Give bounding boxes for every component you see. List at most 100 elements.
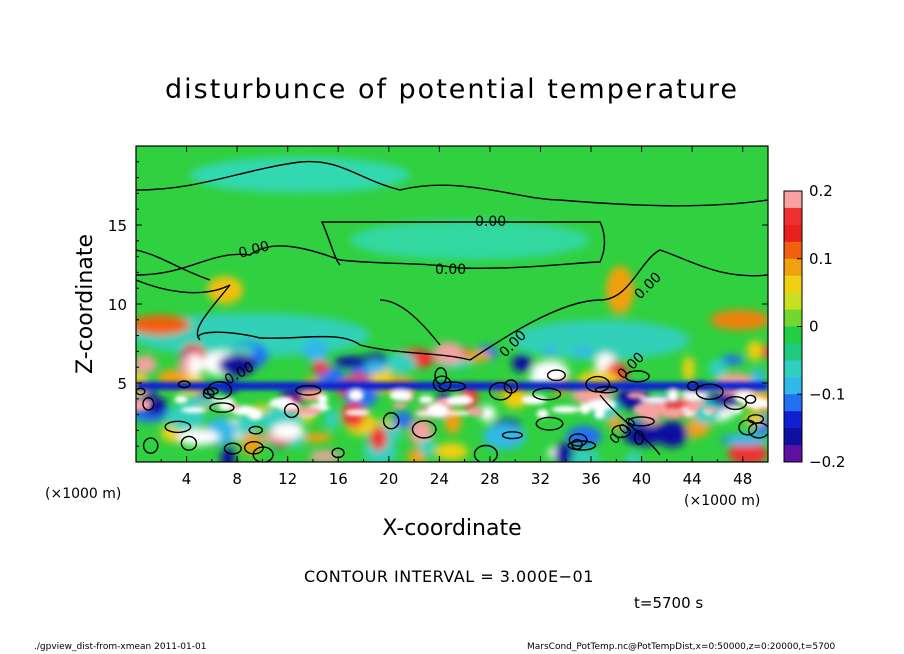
- contour-cell: [546, 369, 566, 382]
- field-patch: [181, 406, 206, 413]
- contour-cell: [503, 379, 519, 394]
- contour-lines: [136, 160, 768, 462]
- colorbar-tick-label: 0: [809, 318, 819, 336]
- x-tick-label: 4: [182, 470, 192, 488]
- colorbar-tick-label: −0.2: [809, 453, 845, 471]
- field-patch: [625, 452, 642, 462]
- contour-cell: [248, 425, 264, 435]
- field-patch: [760, 345, 768, 358]
- field-patch: [418, 395, 434, 404]
- field-patch: [136, 315, 190, 335]
- zero-contour: [136, 249, 211, 281]
- field-patch: [728, 442, 768, 462]
- contour-cell: [532, 387, 562, 401]
- field-patch: [551, 406, 580, 413]
- field-patch: [136, 399, 156, 404]
- field-patch: [309, 450, 341, 462]
- field-patch: [391, 403, 407, 409]
- field-patch: [189, 353, 202, 377]
- z-axis: 5 10 15: [108, 161, 768, 447]
- contour-cell: [202, 388, 215, 400]
- zero-contour: [136, 160, 768, 207]
- field-patch: [510, 320, 690, 360]
- field-patch: [554, 442, 573, 462]
- colorbar-swatch: [784, 207, 802, 226]
- contour-label: 0.00: [475, 214, 506, 230]
- contour-cell: [488, 382, 513, 401]
- field-patch: [414, 411, 439, 416]
- colorbar-tick-label: −0.1: [809, 385, 845, 403]
- field-patch: [389, 389, 412, 401]
- field-patch: [682, 356, 695, 382]
- footer-right: MarsCond_PotTemp.nc@PotTempDist,x=0:5000…: [527, 642, 836, 652]
- field-patch: [720, 355, 744, 365]
- field-patch: [433, 342, 464, 365]
- colorbar-swatch: [784, 360, 802, 378]
- contour-cell: [747, 414, 765, 424]
- colorbar-swatch: [784, 428, 802, 446]
- field-patch: [236, 413, 258, 438]
- x-unit-right: (×1000 m): [684, 493, 760, 509]
- field-patch: [419, 437, 435, 456]
- contour-cell: [142, 397, 155, 411]
- x-tick-label: 24: [430, 470, 449, 488]
- zero-contour: [136, 279, 471, 361]
- field-patch: [190, 157, 410, 193]
- colorbar-swatch: [784, 309, 802, 327]
- z-tick-label: 15: [108, 217, 127, 235]
- zero-contour: [136, 221, 606, 276]
- colorbar: 0.2 0.1 0 −0.1 −0.2: [783, 182, 845, 471]
- field-patch: [536, 409, 549, 419]
- colorbar-swatch: [784, 292, 802, 311]
- heatmap-field: [136, 146, 768, 462]
- contour-cell: [723, 395, 748, 411]
- field-patch: [667, 389, 679, 402]
- field-patch: [174, 395, 188, 404]
- field-patch: [312, 360, 329, 375]
- field-patch: [689, 401, 707, 407]
- field-patch: [512, 354, 533, 373]
- contour-cell: [283, 403, 300, 419]
- field-patch: [521, 395, 547, 405]
- colorbar-swatch: [784, 191, 802, 209]
- field-patch: [710, 310, 768, 330]
- zero-contour: [379, 299, 441, 346]
- contour-cell: [627, 416, 655, 427]
- field-patch: [385, 352, 417, 374]
- time-label: t=5700 s: [634, 594, 704, 612]
- field-patch: [324, 408, 339, 430]
- field-patch: [467, 407, 483, 417]
- contour-cell: [434, 367, 448, 385]
- field-patch: [639, 397, 669, 403]
- field-patch: [573, 346, 593, 357]
- contour-cell: [568, 433, 588, 447]
- contour-cell: [594, 385, 619, 394]
- colorbar-swatch: [784, 394, 802, 412]
- z-tick-label: 5: [117, 375, 127, 393]
- field-patch: [503, 389, 528, 409]
- field-patch: [177, 429, 220, 446]
- contour-cell: [695, 383, 724, 401]
- contour-cell: [252, 446, 274, 462]
- field-patch: [295, 406, 322, 416]
- colorbar-swatch: [784, 241, 802, 260]
- field-patch: [344, 409, 370, 416]
- field-patch: [543, 345, 556, 357]
- zero-contour: [599, 394, 661, 456]
- contour-cell: [633, 429, 645, 446]
- colorbar-swatch: [784, 326, 802, 344]
- field-patch: [750, 398, 762, 410]
- field-patch: [594, 408, 606, 419]
- contour-cell: [142, 437, 159, 454]
- field-patch: [725, 433, 768, 446]
- field-patch: [684, 393, 708, 399]
- contour-cell: [611, 424, 631, 439]
- contour-cell: [624, 370, 650, 383]
- colorbar-swatch: [784, 377, 802, 395]
- contour-cell: [535, 416, 564, 431]
- colorbar-swatch: [784, 275, 802, 294]
- x-tick-label: 48: [733, 470, 752, 488]
- field-patch: [363, 360, 387, 374]
- field-patch: [218, 354, 257, 376]
